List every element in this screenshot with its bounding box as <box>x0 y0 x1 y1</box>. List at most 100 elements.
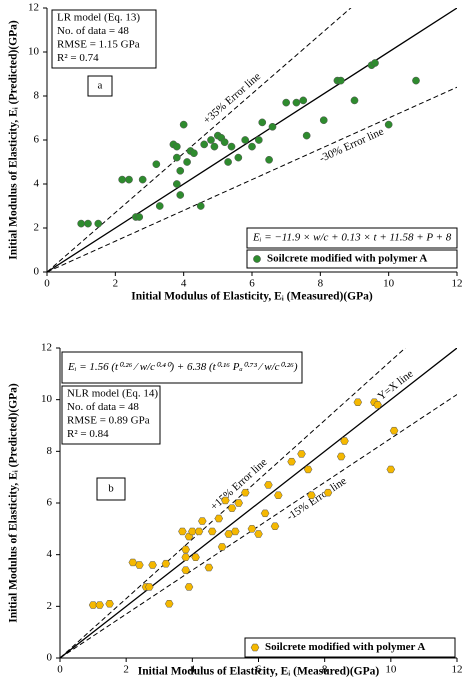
data-point <box>145 583 154 591</box>
data-point <box>200 140 209 149</box>
data-point <box>319 116 328 125</box>
y-tick-label: 8 <box>34 90 40 102</box>
data-point <box>234 153 243 162</box>
data-point <box>234 499 243 507</box>
data-point <box>125 175 133 184</box>
data-point <box>191 553 200 561</box>
equation-box <box>246 227 458 249</box>
info-box <box>51 9 157 69</box>
y-tick-label: 10 <box>28 46 40 58</box>
data-point <box>88 601 98 609</box>
data-point <box>274 491 283 499</box>
data-point <box>254 530 263 538</box>
info-line: LR model (Eq. 13) <box>57 12 140 24</box>
data-point <box>224 530 233 538</box>
x-tick-label: 10 <box>385 664 397 676</box>
data-point <box>340 437 349 445</box>
equation: Eᵢ = −11.9 × w/c + 0.13 × t + 11.58 + P … <box>252 232 452 244</box>
x-tick-label: 0 <box>44 278 50 290</box>
data-point <box>241 488 250 497</box>
x-tick-label: 6 <box>256 664 262 676</box>
data-point <box>176 191 185 199</box>
y-tick-label: 2 <box>34 222 40 234</box>
legend-box <box>246 249 458 269</box>
chart-panel: 0 2 4 6 8 10 12 0 2 4 6 8 10 12 Initial Modulus of Ela… <box>8 342 463 678</box>
data-point <box>188 527 197 536</box>
x-tick-label: 2 <box>113 278 119 290</box>
data-point <box>105 600 114 608</box>
data-point <box>118 175 127 184</box>
data-point <box>183 158 191 166</box>
data-point <box>282 98 291 107</box>
data-point <box>412 76 420 85</box>
data-point <box>77 219 86 228</box>
x-tick-label: 6 <box>249 278 255 290</box>
data-point <box>221 496 230 505</box>
data-point <box>227 142 236 151</box>
x-tick-label: 12 <box>452 664 463 676</box>
panel-label-box <box>96 477 126 501</box>
y-axis-label: Initial Modulus of Elasticity, Eᵢ (Predi… <box>8 383 20 623</box>
data-point <box>247 525 257 533</box>
panel-label-box <box>87 75 113 97</box>
data-point <box>178 527 187 536</box>
data-point <box>217 543 227 551</box>
data-point <box>292 98 301 107</box>
data-point <box>389 426 399 435</box>
reference-line <box>47 8 457 272</box>
y-tick-label: 12 <box>28 2 39 14</box>
x-tick-label: 4 <box>181 278 187 290</box>
data-point <box>302 131 311 140</box>
data-point <box>248 142 256 151</box>
legend-label: Soilcrete modified with polymer A <box>265 641 425 653</box>
y-tick-label: 0 <box>34 266 40 278</box>
data-point <box>336 76 345 85</box>
data-point <box>231 527 240 536</box>
data-point <box>128 558 138 567</box>
data-point <box>260 509 270 518</box>
equation-box <box>61 351 303 384</box>
data-point <box>303 465 313 474</box>
data-point <box>353 398 363 406</box>
legend-marker <box>250 643 260 652</box>
data-point <box>190 149 198 158</box>
data-point <box>214 514 224 523</box>
legend-label: Soilcrete modified with polymer A <box>267 253 427 265</box>
x-tick-label: 8 <box>322 664 328 676</box>
data-point <box>350 96 359 105</box>
info-line: RMSE = 0.89 GPa <box>67 415 150 427</box>
x-tick-label: 4 <box>190 664 196 676</box>
legend-box <box>244 637 456 658</box>
data-point <box>181 553 190 561</box>
equation: Eᵢ = 1.56 (t⁰·²⁶ ⁄ w/c⁰·⁴⁰) + 6.38 (t⁰·¹… <box>67 361 298 373</box>
data-point <box>384 120 393 129</box>
x-tick-label: 2 <box>123 664 129 676</box>
data-point <box>198 517 207 525</box>
data-point <box>194 527 204 536</box>
reference-line <box>47 8 352 272</box>
y-tick-label: 12 <box>41 342 52 354</box>
data-point <box>204 563 214 572</box>
panel-label: b <box>108 483 114 495</box>
reference-line <box>60 348 457 658</box>
y-tick-label: 4 <box>34 178 40 190</box>
data-point <box>336 452 346 461</box>
y-tick-label: 2 <box>47 600 53 612</box>
info-line: RMSE = 1.15 GPa <box>57 39 140 51</box>
data-point <box>184 583 194 591</box>
y-tick-label: 6 <box>47 497 53 509</box>
y-axis-label: Initial Modulus of Elasticity, Eᵢ (Predi… <box>8 20 20 260</box>
data-point <box>176 166 185 175</box>
data-point <box>299 96 308 105</box>
data-point <box>196 202 205 210</box>
data-point <box>207 527 217 536</box>
x-axis-label: Initial Modulus of Elasticity, Eᵢ (Measu… <box>131 291 373 303</box>
data-point <box>172 180 181 188</box>
x-tick-label: 10 <box>383 278 395 290</box>
info-line: R² = 0.84 <box>67 428 109 440</box>
data-point <box>152 160 161 169</box>
data-point <box>265 155 273 164</box>
y-tick-label: 4 <box>47 548 53 560</box>
data-point <box>297 450 306 458</box>
